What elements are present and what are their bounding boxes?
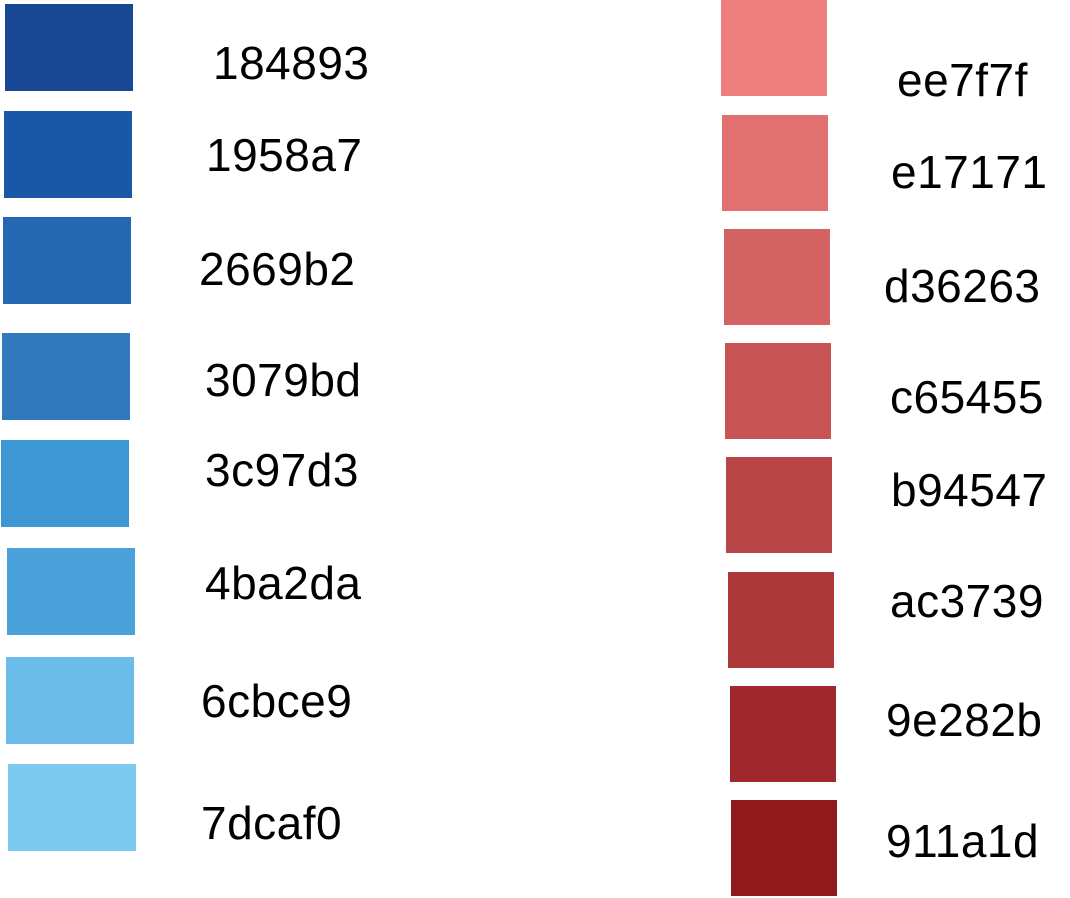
color-label-red-6: ac3739 [890,575,1044,627]
color-swatch-red-1 [721,0,827,96]
color-label-red-2: e17171 [891,146,1048,198]
color-label-red-4: c65455 [890,371,1044,423]
color-swatch-blue-3 [3,217,131,304]
color-swatch-blue-2 [4,111,132,198]
color-label-red-5: b94547 [891,464,1048,516]
color-label-red-8: 911a1d [886,815,1040,867]
color-swatch-blue-1 [5,4,133,91]
color-label-red-3: d36263 [884,260,1041,312]
color-swatch-red-8 [731,800,837,896]
color-label-blue-5: 3c97d3 [205,444,359,496]
color-swatch-blue-7 [6,657,134,744]
color-label-blue-8: 7dcaf0 [201,797,343,849]
color-label-blue-1: 184893 [213,37,370,89]
color-swatch-blue-5 [1,440,129,527]
color-label-blue-6: 4ba2da [205,557,362,609]
color-swatch-blue-8 [8,764,136,851]
color-swatch-blue-6 [7,548,135,635]
color-label-blue-3: 2669b2 [199,243,356,295]
color-swatch-red-2 [722,115,828,211]
color-swatch-red-4 [725,343,831,439]
color-swatch-red-3 [724,229,830,325]
color-swatch-red-6 [728,572,834,668]
color-swatch-red-7 [730,686,836,782]
color-swatch-red-5 [726,457,832,553]
color-label-blue-2: 1958a7 [206,129,363,181]
color-label-blue-4: 3079bd [205,354,362,406]
color-label-red-1: ee7f7f [897,54,1028,106]
color-swatch-blue-4 [2,333,130,420]
color-label-blue-7: 6cbce9 [201,675,353,727]
color-label-red-7: 9e282b [886,694,1043,746]
